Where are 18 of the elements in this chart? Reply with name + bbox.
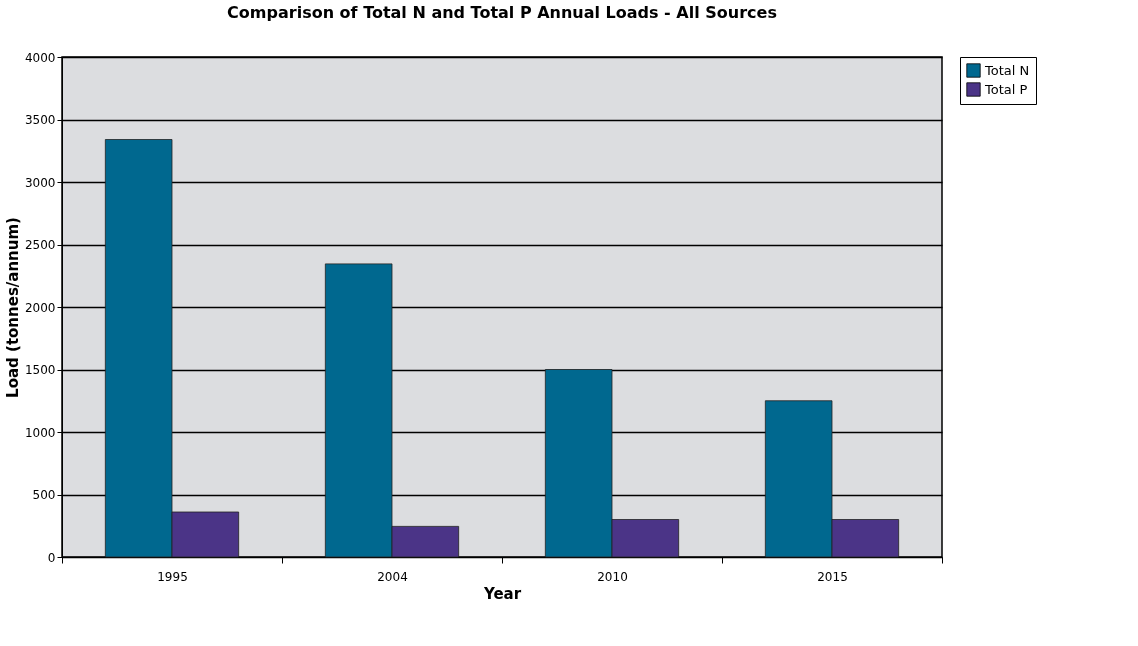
y-tick-label: 2500: [24, 238, 56, 252]
x-tick-label: 2010: [597, 569, 628, 584]
y-tick-label: 1500: [24, 363, 56, 377]
y-tick-label: 0: [47, 550, 56, 565]
y-tick-label: 3000: [24, 175, 56, 190]
y-tick-label: 500: [32, 488, 56, 502]
x-tick-label: 2004: [377, 569, 408, 584]
legend-label: Total P: [984, 81, 1028, 97]
y-axis-title: Load (tonnes/annum): [3, 217, 22, 398]
legend-label: Total N: [984, 62, 1030, 78]
chart-title: Comparison of Total N and Total P Annual Loads - All Sources: [227, 3, 777, 22]
x-tick-label: 1995: [157, 569, 188, 584]
y-tick-label: 4000: [24, 50, 56, 65]
y-tick-label: 2000: [24, 300, 56, 315]
x-axis-title: Year: [482, 584, 522, 603]
y-tick-label: 3500: [24, 113, 56, 127]
x-tick-label: 2015: [817, 569, 848, 584]
y-tick-label: 1000: [24, 425, 56, 440]
